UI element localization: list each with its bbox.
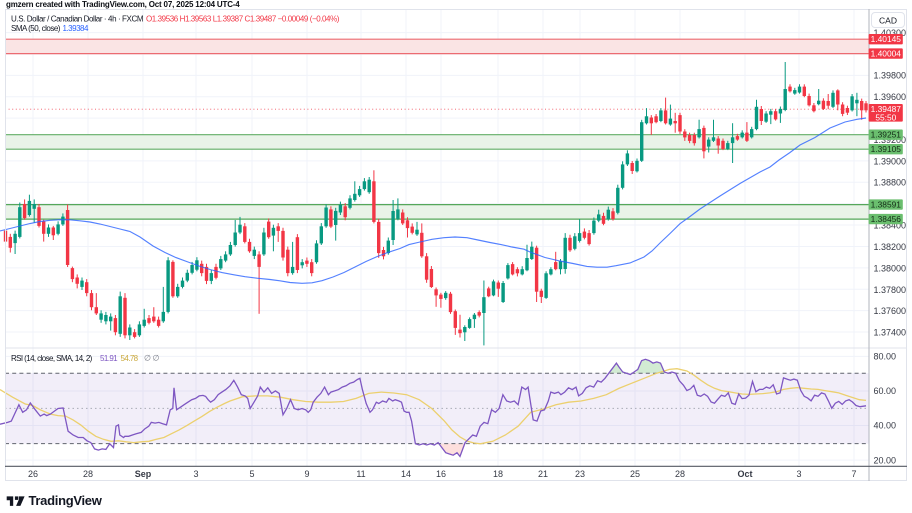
svg-text:60.00: 60.00 xyxy=(874,386,897,396)
svg-text:1.37600: 1.37600 xyxy=(874,306,907,316)
svg-text:80.00: 80.00 xyxy=(874,352,897,362)
svg-text:TradingView: TradingView xyxy=(29,493,103,508)
svg-text:1.39800: 1.39800 xyxy=(874,71,907,81)
svg-text:1.40300: 1.40300 xyxy=(874,28,907,38)
svg-text:U.S. Dollar / Canadian Dollar: U.S. Dollar / Canadian Dollar · 4h · FXC… xyxy=(11,15,144,24)
svg-text:Sep: Sep xyxy=(135,469,152,479)
svg-text:1.38591: 1.38591 xyxy=(871,200,902,210)
svg-text:20.00: 20.00 xyxy=(874,455,897,465)
svg-text:∅: ∅ xyxy=(144,354,151,363)
svg-text:∅: ∅ xyxy=(153,354,160,363)
svg-text:1.38000: 1.38000 xyxy=(874,263,907,273)
svg-text:3: 3 xyxy=(796,469,801,479)
svg-text:CAD: CAD xyxy=(879,16,897,26)
svg-text:1.39251: 1.39251 xyxy=(871,130,902,140)
svg-text:18: 18 xyxy=(493,469,503,479)
svg-text:RSI (14, close, SMA, 14, 2): RSI (14, close, SMA, 14, 2) xyxy=(11,354,93,363)
svg-text:1.40145: 1.40145 xyxy=(871,34,902,44)
svg-text:1.38456: 1.38456 xyxy=(871,214,902,224)
svg-text:14: 14 xyxy=(401,469,411,479)
svg-text:1.38400: 1.38400 xyxy=(874,221,907,231)
svg-text:25: 25 xyxy=(630,469,640,479)
svg-text:1.39600: 1.39600 xyxy=(874,92,907,102)
svg-text:1.37800: 1.37800 xyxy=(874,285,907,295)
svg-text:SMA (50, close): SMA (50, close) xyxy=(11,24,61,33)
svg-text:21: 21 xyxy=(538,469,548,479)
svg-text:16: 16 xyxy=(436,469,446,479)
svg-text:O1.39536 H1.39563 L1.39387 C1.: O1.39536 H1.39563 L1.39387 C1.39487 −0.0… xyxy=(146,15,340,24)
svg-text:1.39105: 1.39105 xyxy=(871,144,902,154)
svg-text:28: 28 xyxy=(675,469,685,479)
svg-text:9: 9 xyxy=(304,469,309,479)
svg-text:54.78: 54.78 xyxy=(121,354,139,363)
svg-text:1.39000: 1.39000 xyxy=(874,156,907,166)
svg-text:1.38200: 1.38200 xyxy=(874,242,907,252)
svg-text:5: 5 xyxy=(249,469,254,479)
svg-text:3: 3 xyxy=(193,469,198,479)
svg-text:7: 7 xyxy=(851,469,856,479)
svg-text:1.39487: 1.39487 xyxy=(871,104,902,114)
svg-text:55:50: 55:50 xyxy=(875,112,896,122)
svg-text:1.37400: 1.37400 xyxy=(874,328,907,338)
svg-text:28: 28 xyxy=(83,469,93,479)
svg-text:1.39384: 1.39384 xyxy=(63,24,89,33)
svg-text:1.38800: 1.38800 xyxy=(874,178,907,188)
svg-text:23: 23 xyxy=(575,469,585,479)
svg-text:40.00: 40.00 xyxy=(874,421,897,431)
svg-text:11: 11 xyxy=(356,469,365,479)
svg-text:51.91: 51.91 xyxy=(100,354,118,363)
svg-text:1.40004: 1.40004 xyxy=(871,49,902,59)
svg-text:Oct: Oct xyxy=(737,469,752,479)
svg-text:26: 26 xyxy=(28,469,38,479)
